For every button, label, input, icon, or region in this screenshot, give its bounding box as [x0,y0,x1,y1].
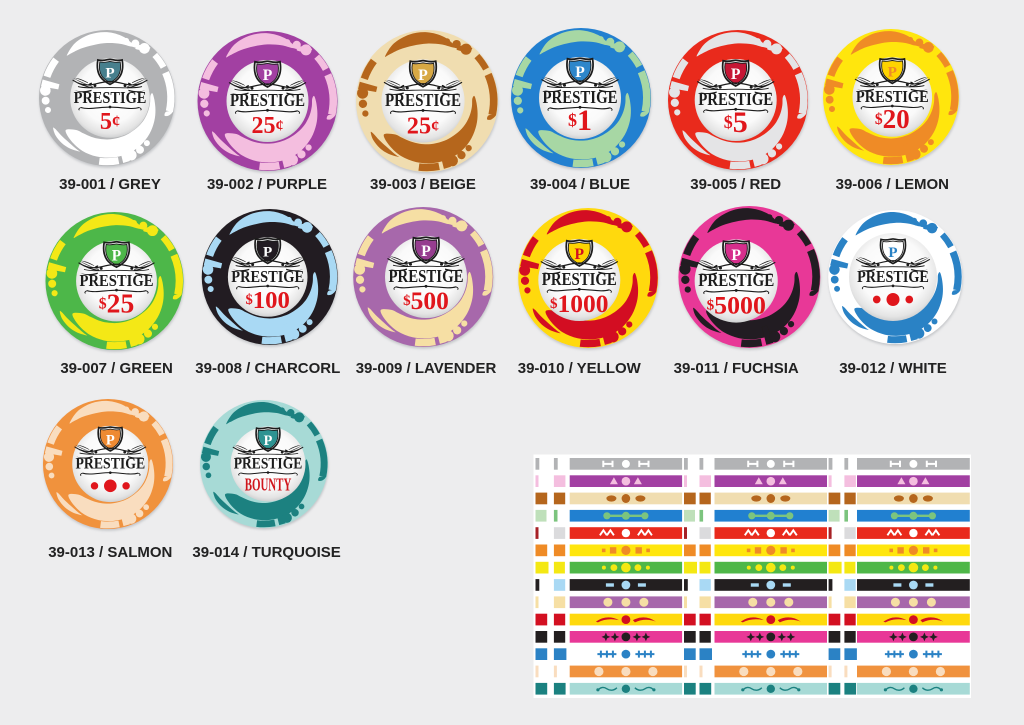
svg-text:$1: $1 [568,104,592,137]
svg-text:5¢: 5¢ [100,108,120,135]
svg-text:39-007 / GREEN: 39-007 / GREEN [60,360,173,377]
svg-text:39-009 / LAVENDER: 39-009 / LAVENDER [356,360,497,377]
svg-text:$100: $100 [245,287,289,314]
svg-text:39-012 / WHITE: 39-012 / WHITE [839,360,947,377]
svg-text:39-014 / TURQUOISE: 39-014 / TURQUOISE [192,544,340,561]
svg-text:39-013 / SALMON: 39-013 / SALMON [48,544,172,561]
svg-text:$5: $5 [724,106,748,139]
svg-text:39-010 / YELLOW: 39-010 / YELLOW [518,360,642,377]
svg-text:$500: $500 [403,286,449,315]
svg-text:39-002 / PURPLE: 39-002 / PURPLE [207,176,327,193]
svg-text:39-003 / BEIGE: 39-003 / BEIGE [370,176,476,193]
svg-text:$1000: $1000 [550,289,609,318]
svg-text:39-005 / RED: 39-005 / RED [690,176,781,193]
svg-text:39-004 / BLUE: 39-004 / BLUE [530,176,630,193]
svg-text:$20: $20 [875,104,910,134]
svg-text:$25: $25 [99,288,134,319]
svg-text:39-011 / FUCHSIA: 39-011 / FUCHSIA [674,360,799,377]
svg-text:39-008 / CHARCORL: 39-008 / CHARCORL [195,360,340,377]
svg-text:39-001 / GREY: 39-001 / GREY [59,176,161,193]
svg-text:39-006 / LEMON: 39-006 / LEMON [836,176,949,193]
svg-text:$5000: $5000 [707,290,766,319]
svg-text:BOUNTY: BOUNTY [245,475,292,495]
